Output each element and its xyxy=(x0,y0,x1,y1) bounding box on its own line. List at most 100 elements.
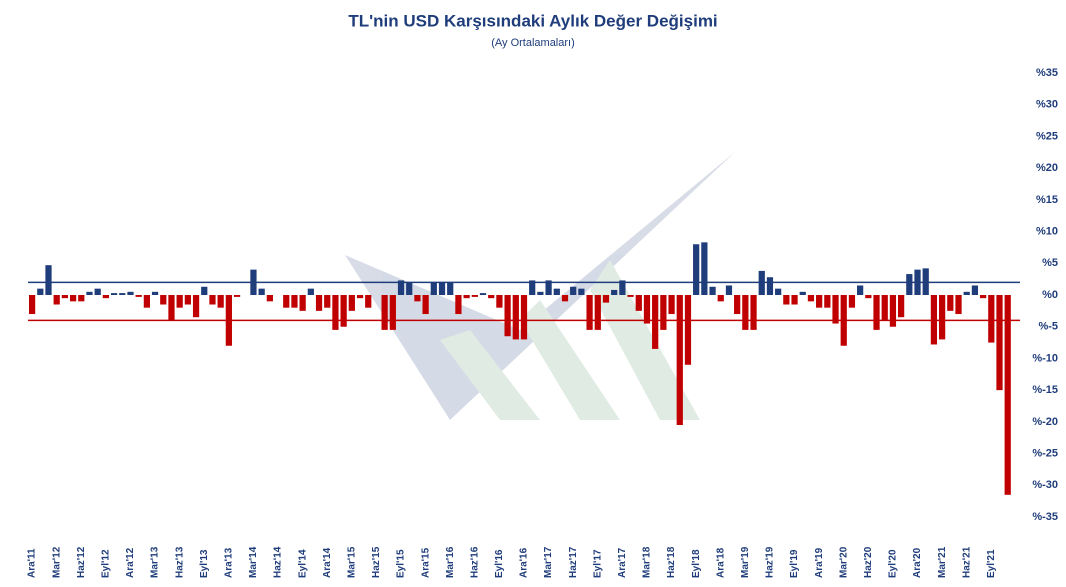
bar xyxy=(652,295,659,349)
bar xyxy=(28,295,36,315)
y-tick-label: %-35 xyxy=(1032,511,1058,523)
bar xyxy=(873,295,880,330)
bar xyxy=(693,244,700,295)
x-tick-label: Haz'14 xyxy=(273,546,284,578)
bar xyxy=(258,288,265,295)
bar xyxy=(857,285,864,295)
x-tick-label: Mar'14 xyxy=(248,546,259,578)
bar xyxy=(447,282,454,295)
y-tick-label: %10 xyxy=(1036,225,1058,237)
x-tick-label: Eyl'15 xyxy=(396,549,407,578)
bar xyxy=(660,295,667,330)
bar xyxy=(151,291,159,295)
x-tick-label: Eyl'14 xyxy=(297,549,308,578)
bar xyxy=(955,295,962,315)
bar xyxy=(332,295,339,330)
bar xyxy=(45,265,52,295)
x-tick-label: Ara'19 xyxy=(814,547,825,578)
bar xyxy=(627,295,634,297)
bar xyxy=(971,285,979,295)
bar xyxy=(168,295,175,321)
y-tick-label: %-30 xyxy=(1032,479,1058,491)
bar xyxy=(996,295,1003,391)
bar xyxy=(119,293,126,295)
y-tick-label: %-20 xyxy=(1032,416,1058,428)
bar xyxy=(414,295,421,302)
bar xyxy=(471,295,478,297)
y-tick-label: %5 xyxy=(1042,257,1058,269)
x-tick-label: Mar'18 xyxy=(642,546,653,578)
bar xyxy=(963,291,970,295)
x-tick-label: Ara'14 xyxy=(322,547,333,578)
bar xyxy=(135,295,142,297)
x-tick-label: Haz'21 xyxy=(961,546,972,578)
x-tick-label: Eyl'17 xyxy=(592,549,603,578)
bar xyxy=(455,295,462,315)
bar xyxy=(791,295,798,305)
bar xyxy=(69,295,77,302)
bar xyxy=(266,295,273,302)
x-tick-label: Haz'20 xyxy=(863,546,874,578)
x-tick-label: Haz'16 xyxy=(469,546,480,578)
bar xyxy=(832,295,839,324)
bar xyxy=(61,295,69,299)
bar xyxy=(233,295,241,297)
x-tick-label: Haz'15 xyxy=(371,546,382,578)
bar xyxy=(201,286,208,295)
bar xyxy=(643,295,651,324)
bar xyxy=(94,288,101,295)
bar xyxy=(742,295,749,330)
x-tick-label: Ara'17 xyxy=(617,547,628,578)
bar xyxy=(184,295,191,305)
y-tick-label: %-25 xyxy=(1032,447,1058,459)
bar xyxy=(668,295,675,315)
x-tick-label: Eyl'18 xyxy=(691,549,702,578)
x-tick-label: Mar'12 xyxy=(51,546,62,578)
bar xyxy=(291,295,298,308)
bar xyxy=(553,288,560,295)
bar xyxy=(906,274,913,295)
bar xyxy=(381,295,388,330)
bar xyxy=(192,295,200,318)
x-tick-label: Eyl'13 xyxy=(199,549,210,578)
bar xyxy=(307,288,314,295)
bar xyxy=(775,288,782,295)
x-tick-label: Ara'13 xyxy=(224,547,235,578)
bar xyxy=(365,295,372,308)
bar xyxy=(160,295,167,305)
bar xyxy=(701,242,708,295)
x-tick-label: Haz'17 xyxy=(568,546,579,578)
bar xyxy=(496,295,503,308)
y-tick-label: %-10 xyxy=(1032,352,1058,364)
bar xyxy=(725,285,733,295)
x-tick-label: Haz'12 xyxy=(76,546,87,578)
bar xyxy=(545,280,552,295)
bar xyxy=(78,295,85,302)
x-tick-label: Haz'19 xyxy=(765,546,776,578)
bar xyxy=(37,288,44,295)
bar xyxy=(299,295,306,311)
bar xyxy=(504,295,511,337)
bar xyxy=(406,282,413,295)
bar xyxy=(848,295,856,308)
y-tick-label: %25 xyxy=(1036,130,1058,142)
bar xyxy=(889,295,897,327)
x-tick-label: Ara'15 xyxy=(420,547,431,578)
x-tick-label: Eyl'12 xyxy=(101,549,112,578)
bar xyxy=(611,289,618,295)
y-tick-label: %0 xyxy=(1042,289,1058,301)
x-tick-label: Mar'21 xyxy=(937,546,948,578)
x-tick-label: Ara'16 xyxy=(519,547,530,578)
bar xyxy=(356,295,364,299)
bar xyxy=(529,280,536,295)
bar xyxy=(1004,295,1011,495)
bar xyxy=(750,295,757,330)
bar xyxy=(389,295,396,330)
watermark xyxy=(345,152,735,420)
bar xyxy=(898,295,905,318)
bar xyxy=(570,286,577,295)
bar xyxy=(463,295,470,299)
bar xyxy=(348,295,355,311)
bar xyxy=(939,295,946,340)
